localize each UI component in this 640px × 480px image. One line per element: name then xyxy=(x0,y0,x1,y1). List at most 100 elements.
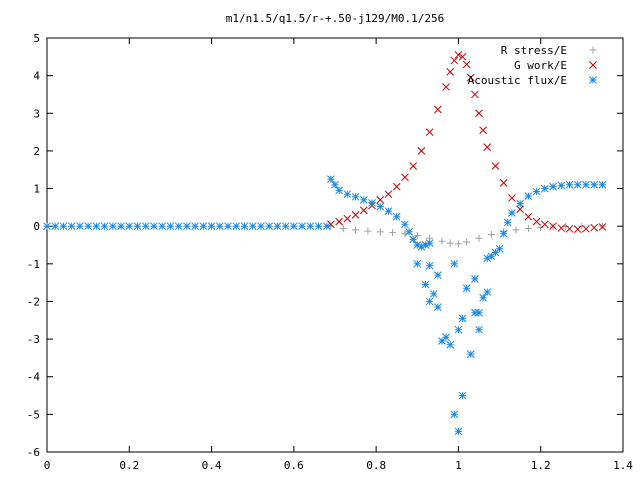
data-point xyxy=(483,254,492,263)
data-point xyxy=(434,271,442,279)
data-point xyxy=(425,239,434,247)
y-tick-label: 4 xyxy=(33,70,40,83)
data-point xyxy=(462,284,471,293)
data-point xyxy=(335,186,343,195)
data-point xyxy=(314,222,323,231)
data-point xyxy=(446,239,454,247)
data-point xyxy=(240,222,249,231)
plot-frame xyxy=(46,37,624,453)
data-point xyxy=(434,303,442,311)
data-point xyxy=(100,222,109,231)
data-point xyxy=(516,199,524,208)
data-point xyxy=(582,224,590,233)
data-point xyxy=(499,229,508,238)
data-point xyxy=(462,60,471,69)
data-point xyxy=(343,214,352,223)
data-point xyxy=(389,229,397,237)
data-point xyxy=(158,222,167,231)
data-point xyxy=(150,222,158,231)
data-point xyxy=(549,182,557,191)
data-point xyxy=(442,333,450,342)
legend-label: G work/E xyxy=(514,59,567,72)
data-point xyxy=(352,226,360,234)
data-point xyxy=(516,205,524,214)
data-point xyxy=(475,234,483,242)
legend-marker xyxy=(589,46,597,54)
y-tick-label: 1 xyxy=(33,183,40,196)
data-point xyxy=(532,217,541,226)
data-point xyxy=(458,314,467,323)
data-point xyxy=(376,202,385,211)
data-point xyxy=(573,225,582,234)
data-point xyxy=(265,222,274,231)
data-point xyxy=(281,222,290,231)
data-point xyxy=(351,211,360,219)
data-point xyxy=(207,222,216,231)
data-point xyxy=(540,220,549,229)
data-point xyxy=(524,212,533,221)
y-axis: -6 -5 -4 -3 -2 -1 0 1 2 3 4 5 xyxy=(27,32,623,459)
data-point xyxy=(248,222,257,231)
y-tick-label: -6 xyxy=(27,446,40,459)
data-point xyxy=(582,180,590,189)
data-point xyxy=(413,259,422,268)
data-point xyxy=(384,190,393,199)
data-point xyxy=(524,224,532,232)
y-tick-label: -3 xyxy=(27,333,40,346)
data-point xyxy=(483,288,492,296)
data-point xyxy=(392,212,401,221)
data-point xyxy=(215,222,224,231)
legend-label: Acoustic flux/E xyxy=(468,74,567,87)
data-point xyxy=(174,222,183,231)
data-point xyxy=(298,222,306,231)
data-point xyxy=(446,68,455,76)
series-1 xyxy=(327,222,606,248)
data-point xyxy=(376,195,385,204)
data-point xyxy=(483,143,492,151)
data-point xyxy=(141,222,150,231)
data-point xyxy=(343,190,352,199)
data-point xyxy=(335,217,343,226)
data-point xyxy=(479,293,487,302)
data-point xyxy=(475,109,483,118)
legend-marker xyxy=(589,61,597,69)
data-point xyxy=(84,222,92,231)
data-point xyxy=(232,222,241,231)
x-tick-label: 1.4 xyxy=(613,459,633,472)
data-point xyxy=(466,73,475,82)
data-point xyxy=(508,194,516,202)
x-tick-label: 0.2 xyxy=(119,459,139,472)
data-point xyxy=(199,222,208,231)
data-point xyxy=(392,182,401,191)
data-point xyxy=(429,290,438,298)
data-point xyxy=(273,222,282,231)
data-point xyxy=(405,227,413,236)
data-point xyxy=(565,224,574,233)
legend-label: R stress/E xyxy=(501,44,567,57)
x-tick-label: 1.2 xyxy=(531,459,551,472)
data-point xyxy=(491,248,500,257)
data-point xyxy=(401,173,409,182)
data-point xyxy=(409,162,418,170)
data-point xyxy=(450,410,459,419)
data-point xyxy=(384,207,393,215)
data-point xyxy=(331,180,339,189)
y-tick-label: -2 xyxy=(27,295,40,308)
data-point xyxy=(549,222,557,231)
data-point xyxy=(565,180,574,189)
data-point xyxy=(351,192,360,201)
data-point xyxy=(573,180,582,189)
chart-title: m1/n1.5/q1.5/r-+.50-j129/M0.1/256 xyxy=(226,12,445,25)
data-point xyxy=(125,222,134,231)
data-point xyxy=(471,275,479,283)
legend-marker xyxy=(589,76,597,84)
series-3 xyxy=(43,175,607,436)
data-point xyxy=(508,209,516,217)
data-point xyxy=(364,227,372,235)
data-point xyxy=(166,222,175,231)
y-tick-label: 0 xyxy=(33,220,40,233)
data-point xyxy=(590,180,599,189)
x-axis: 0 0.2 0.4 0.6 0.8 1 1.2 1.4 xyxy=(44,38,633,472)
data-point xyxy=(290,222,298,231)
